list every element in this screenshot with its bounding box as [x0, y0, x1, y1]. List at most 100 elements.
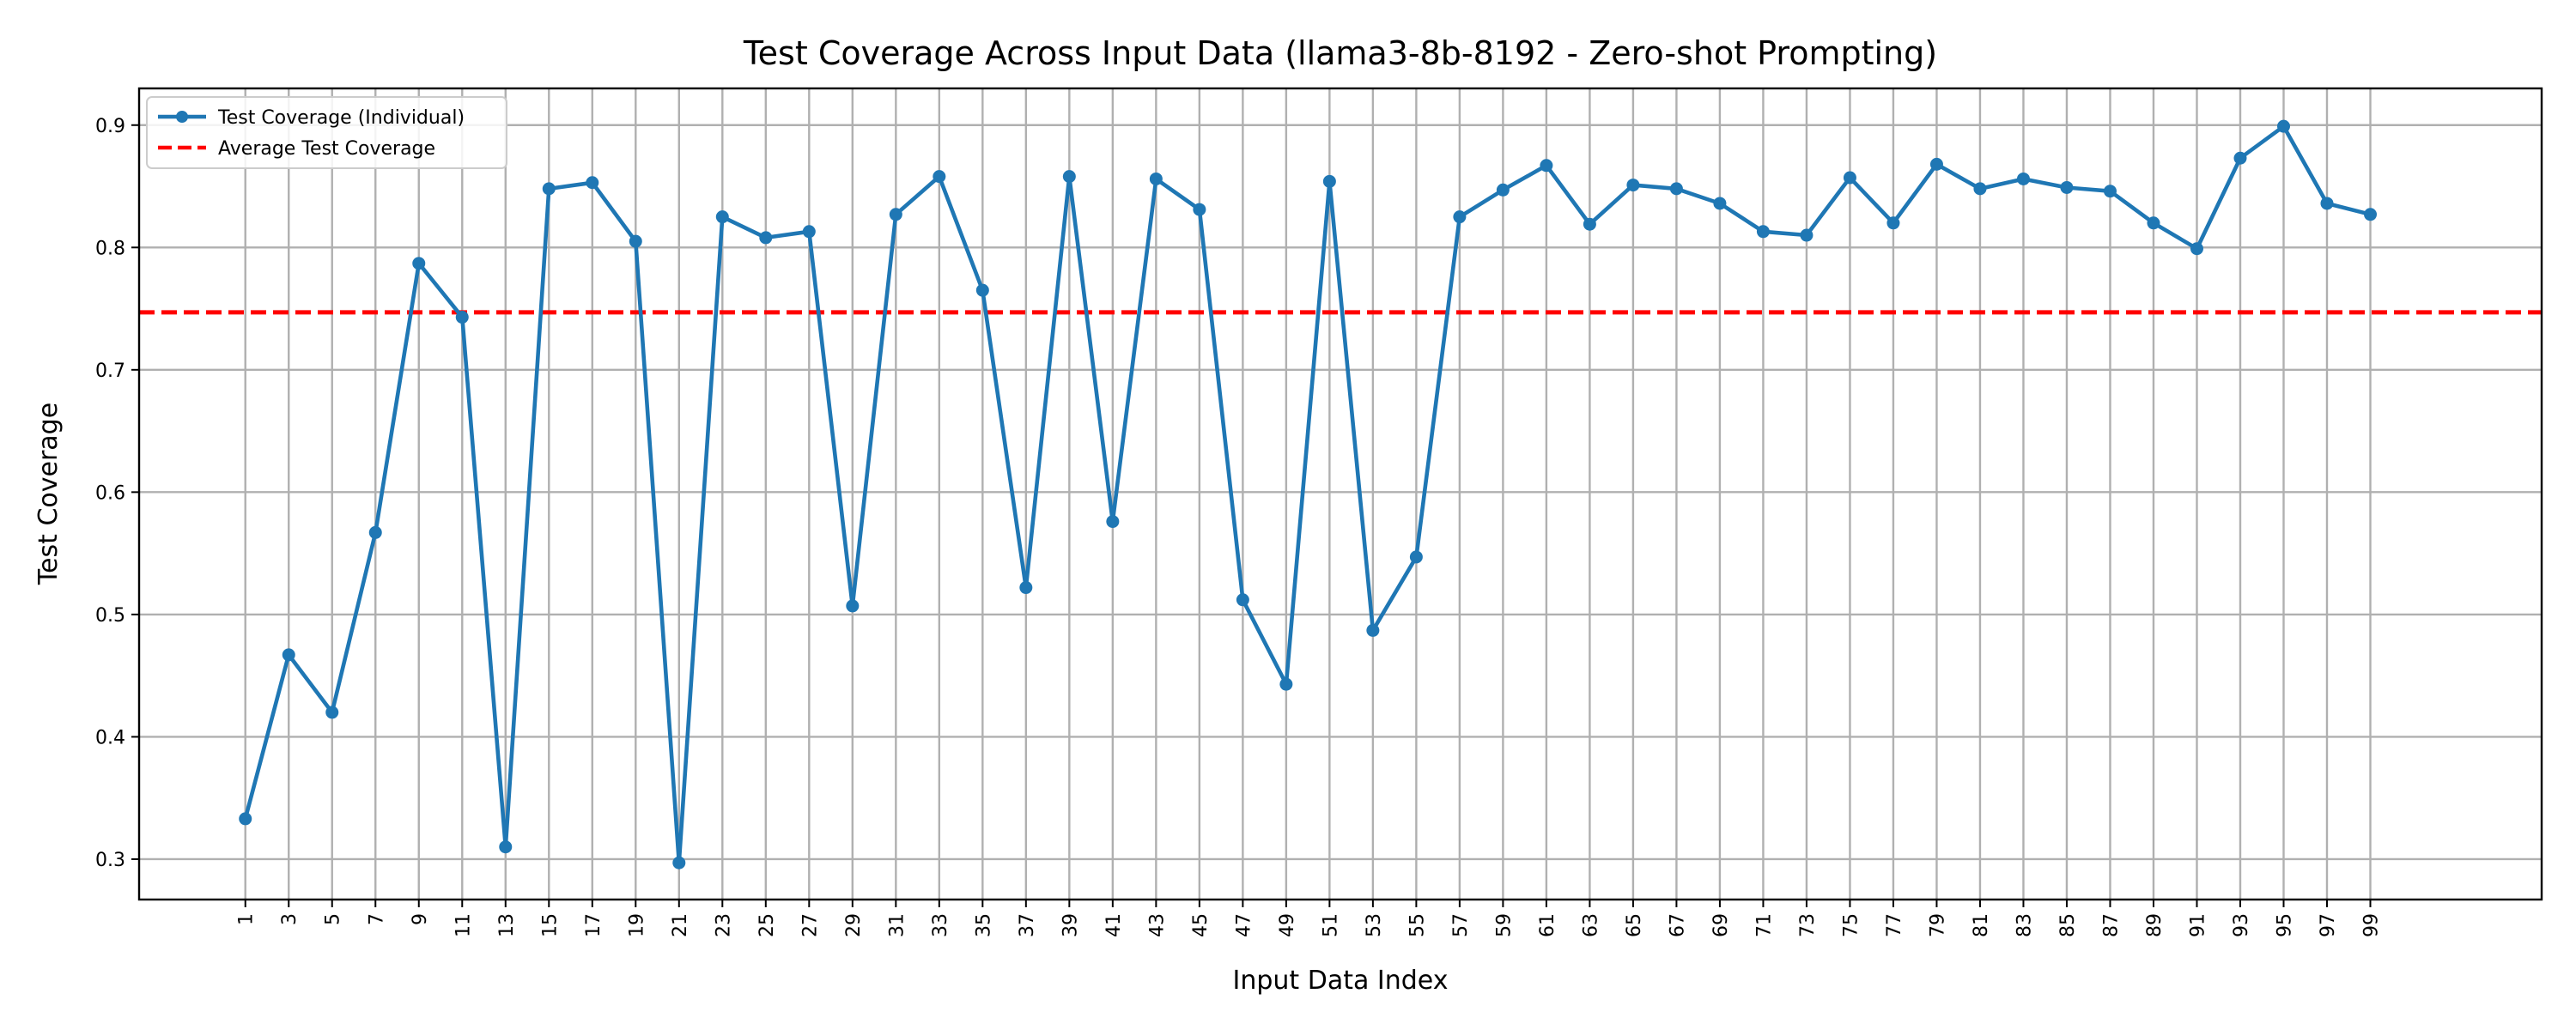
y-tick-label: 0.5: [95, 605, 125, 627]
data-point: [586, 176, 599, 190]
x-tick-label: 93: [2231, 913, 2252, 937]
data-point: [1756, 225, 1770, 239]
data-point: [282, 648, 295, 662]
x-tick-label: 73: [1797, 913, 1819, 937]
x-tick-label: 5: [323, 913, 344, 925]
y-tick-label: 0.7: [95, 360, 125, 382]
data-point: [1106, 515, 1120, 529]
data-point: [455, 311, 469, 324]
x-axis-label: Input Data Index: [1233, 966, 1449, 996]
data-point: [2364, 208, 2378, 221]
data-point: [542, 182, 556, 196]
data-point: [1886, 216, 1900, 230]
data-point: [846, 599, 860, 613]
data-point: [1322, 174, 1336, 188]
x-tick-label: 25: [756, 913, 778, 937]
data-point: [325, 706, 339, 719]
legend-series-marker: [176, 111, 188, 123]
legend: Test Coverage (Individual) Average Test …: [146, 96, 507, 169]
data-point: [1019, 581, 1033, 595]
x-tick-label: 9: [410, 913, 431, 925]
data-point: [1843, 171, 1856, 185]
x-tick-label: 37: [1017, 913, 1038, 937]
x-tick-label: 63: [1580, 913, 1601, 937]
x-tick-label: 15: [539, 913, 561, 937]
x-tick-label: 43: [1146, 913, 1168, 937]
x-tick-label: 11: [453, 913, 474, 937]
x-tick-label: 41: [1103, 913, 1125, 937]
x-tick-label: 49: [1277, 913, 1298, 937]
x-tick-label: 81: [1971, 913, 1992, 937]
x-tick-label: 57: [1450, 913, 1472, 937]
x-tick-label: 1: [236, 913, 258, 925]
x-tick-label: 89: [2144, 913, 2166, 937]
data-point: [2276, 119, 2290, 133]
y-tick-label: 0.4: [95, 727, 125, 748]
x-tick-label: 27: [799, 913, 821, 937]
x-tick-label: 51: [1320, 913, 1341, 937]
plot-frame: [137, 87, 2543, 901]
data-point: [2147, 216, 2160, 230]
x-tick-label: 83: [2014, 913, 2035, 937]
x-tick-label: 3: [279, 913, 301, 925]
data-point: [1800, 228, 1814, 242]
data-point: [368, 525, 382, 539]
x-tick-label: 71: [1753, 913, 1775, 937]
x-tick-label: 17: [583, 913, 605, 937]
data-point: [715, 210, 729, 224]
x-tick-label: 45: [1190, 913, 1212, 937]
data-point: [1973, 182, 1987, 196]
data-point: [2320, 197, 2334, 210]
x-tick-label: 95: [2274, 913, 2295, 937]
data-point: [2016, 172, 2030, 185]
data-point: [412, 257, 426, 270]
data-point: [2190, 242, 2203, 256]
x-tick-label: 87: [2100, 913, 2122, 937]
y-axis-label: Test Coverage: [33, 403, 64, 585]
legend-series-label: Test Coverage (Individual): [217, 107, 465, 129]
data-point: [1279, 677, 1293, 691]
data-point: [802, 225, 816, 239]
data-point: [1496, 183, 1510, 197]
x-tick-label: 31: [886, 913, 908, 937]
data-point: [2060, 180, 2074, 194]
data-point: [933, 170, 946, 184]
data-point: [1062, 170, 1076, 184]
x-tick-label: 65: [1624, 913, 1645, 937]
x-tick-label: 91: [2187, 913, 2208, 937]
data-point: [1583, 217, 1596, 231]
x-tick-label: 79: [1927, 913, 1948, 937]
data-point: [975, 283, 989, 297]
axis-ticks: 1 3 5 7 9 11 13 15 17 19 21 23 25 27 29 31 33 35 37 39 41 43 4…: [95, 116, 2383, 937]
x-tick-label: 47: [1233, 913, 1255, 937]
x-tick-label: 61: [1537, 913, 1558, 937]
series-line: [243, 124, 2372, 865]
data-point: [759, 231, 773, 245]
x-tick-label: 69: [1710, 913, 1732, 937]
series-layer: [239, 119, 2378, 869]
data-point: [239, 812, 252, 826]
data-point: [1149, 172, 1163, 185]
x-tick-label: 7: [366, 913, 387, 925]
x-tick-label: 99: [2361, 913, 2383, 937]
data-point: [889, 208, 902, 221]
data-point: [672, 856, 686, 869]
x-tick-label: 59: [1493, 913, 1515, 937]
x-tick-label: 13: [496, 913, 518, 937]
data-point: [1626, 179, 1640, 192]
legend-box: [146, 96, 507, 169]
x-tick-label: 85: [2057, 913, 2079, 937]
data-point: [2233, 151, 2247, 165]
x-tick-label: 35: [973, 913, 994, 937]
x-tick-label: 39: [1060, 913, 1081, 937]
data-point: [1713, 197, 1727, 210]
x-tick-label: 97: [2318, 913, 2339, 937]
chart-title: Test Coverage Across Input Data (llama3-…: [743, 34, 1937, 72]
data-point: [1236, 593, 1249, 607]
x-tick-label: 21: [670, 913, 691, 937]
y-tick-label: 0.3: [95, 850, 125, 871]
data-point: [1409, 550, 1423, 564]
x-tick-label: 19: [626, 913, 647, 937]
data-point: [1669, 182, 1683, 196]
